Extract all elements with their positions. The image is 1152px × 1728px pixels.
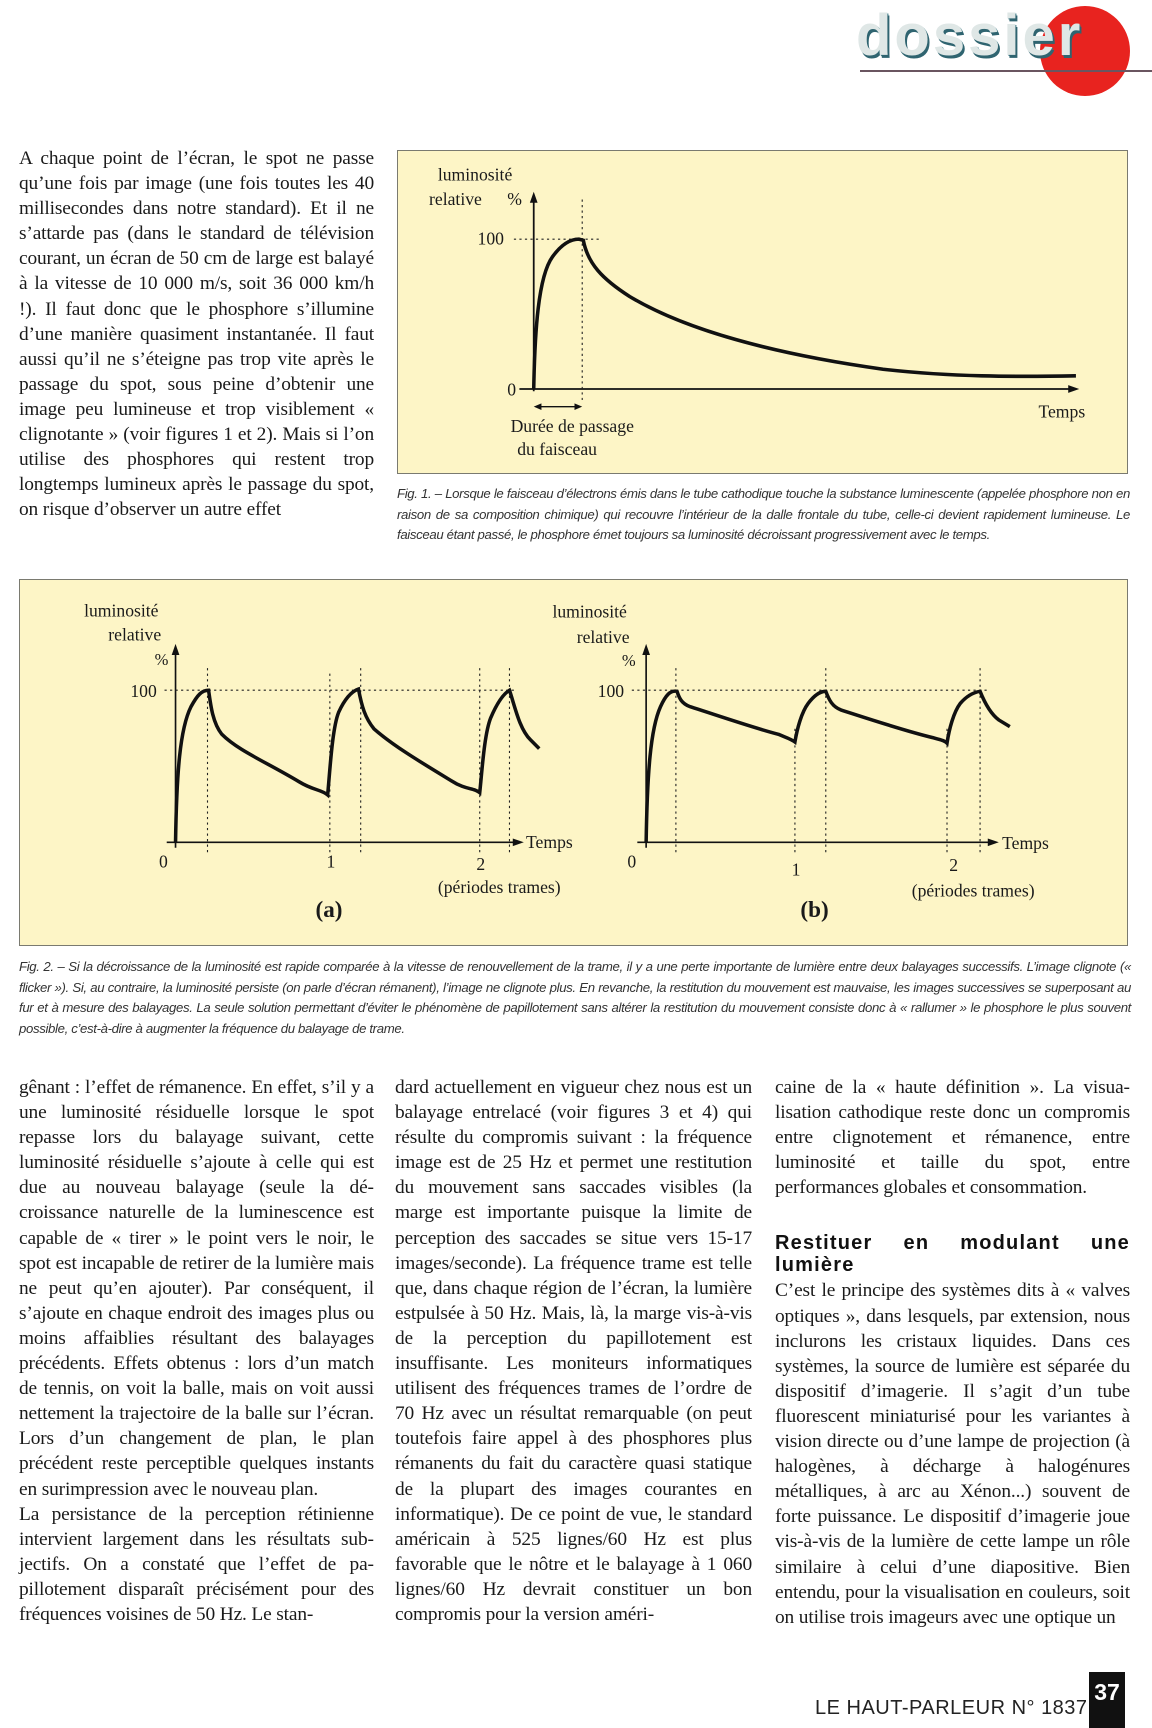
section-title: dossier <box>856 3 1084 68</box>
panel-b-y-arrow <box>642 643 650 655</box>
tick-100: 100 <box>478 229 505 249</box>
duration-arrow-right <box>574 403 583 410</box>
paragraph: C’est le principe des systèmes dits à « … <box>775 1280 1130 1628</box>
x-axis-arrow <box>1068 385 1080 393</box>
panel-b-tick-100: 100 <box>598 681 625 701</box>
panel-a-label: (a) <box>316 897 343 923</box>
panel-a: luminosité relative % 100 0 1 2 Temps (p… <box>84 600 573 923</box>
panel-b-tick-1: 1 <box>792 859 801 879</box>
figure-2-caption: Fig. 2. – Si la décroissance de la lumin… <box>19 959 1131 1036</box>
paragraph: caine de la « haute définition ». La vis… <box>775 1077 1130 1199</box>
panel-a-y-arrow <box>171 643 180 655</box>
intro-column: A chaque point de l’écran, le spot ne pa… <box>19 146 374 522</box>
panel-b-tick-2: 2 <box>949 855 958 875</box>
panel-b-x-label: Temps <box>1002 833 1049 853</box>
figure-1-caption: Fig. 1. – Lorsque le faisceau d’électron… <box>397 486 1130 542</box>
body-column-3: caine de la « haute définition ». La vis… <box>775 1075 1130 1630</box>
y-label-unit: % <box>507 189 522 209</box>
panel-a-tick-1: 1 <box>327 852 336 872</box>
luminance-curve <box>531 237 1076 390</box>
panel-b-y-label-2: relative <box>577 627 630 647</box>
panel-a-tick-2: 2 <box>476 854 485 874</box>
panel-b-x-unit: (périodes trames) <box>912 880 1035 900</box>
publication-footer: LE HAUT-PARLEUR N° 1837 <box>815 1697 1088 1719</box>
panel-a-y-label-1: luminosité <box>84 600 159 620</box>
duration-arrow-left <box>533 403 542 410</box>
paragraph: dard actuellement en vigueur chez nous e… <box>395 1077 752 1625</box>
panel-a-tick-100: 100 <box>130 681 157 701</box>
paragraph: gênant : l’effet de rémanence. En effet,… <box>19 1077 374 1500</box>
panel-b-label: (b) <box>800 897 828 923</box>
header-rule <box>860 70 1152 72</box>
panel-b-y-label-1: luminosité <box>552 601 627 621</box>
paragraph: La persistance de la perception rétinien… <box>19 1503 374 1625</box>
panel-b-tick-0: 0 <box>627 852 636 872</box>
figure-2-graphs: luminosité relative % 100 0 1 2 Temps (p… <box>84 600 1049 923</box>
panel-b: luminosité relative % 100 0 1 2 Temps (p… <box>552 601 1049 923</box>
tick-0: 0 <box>507 380 516 400</box>
duration-label-line1: Durée de passage <box>511 416 634 436</box>
panel-a-x-label: Temps <box>526 832 573 852</box>
figure-1-graph: luminosité relative % 100 0 Durée de pas… <box>429 165 1085 459</box>
y-label-line1: luminosité <box>438 165 513 185</box>
y-axis-arrow <box>529 191 538 203</box>
panel-a-tick-0: 0 <box>159 852 168 872</box>
panel-b-x-arrow <box>987 838 999 847</box>
x-label: Temps <box>1038 402 1085 422</box>
panel-a-y-unit: % <box>155 650 169 669</box>
figure-1: luminosité relative % 100 0 Durée de pas… <box>397 150 1128 474</box>
red-disc-decoration <box>1040 6 1130 96</box>
body-column-2: dard actuellement en vigueur chez nous e… <box>395 1075 752 1627</box>
panel-a-x-arrow <box>512 838 524 847</box>
intro-paragraph: A chaque point de l’écran, le spot ne pa… <box>19 148 374 521</box>
y-label-line2: relative <box>429 189 482 209</box>
page-number: 37 <box>1089 1672 1125 1728</box>
panel-b-y-unit: % <box>622 651 636 670</box>
panel-a-x-unit: (périodes trames) <box>438 877 561 897</box>
body-column-1: gênant : l’effet de rémanence. En effet,… <box>19 1075 374 1627</box>
figure-2: luminosité relative % 100 0 1 2 Temps (p… <box>19 579 1128 946</box>
panel-a-curve <box>173 686 541 843</box>
duration-label-line2: du faisceau <box>517 439 597 459</box>
section-heading: Restituer en modulant une lumière <box>775 1232 1130 1277</box>
panel-b-curve <box>644 689 1011 843</box>
panel-a-y-label-2: relative <box>108 625 161 645</box>
